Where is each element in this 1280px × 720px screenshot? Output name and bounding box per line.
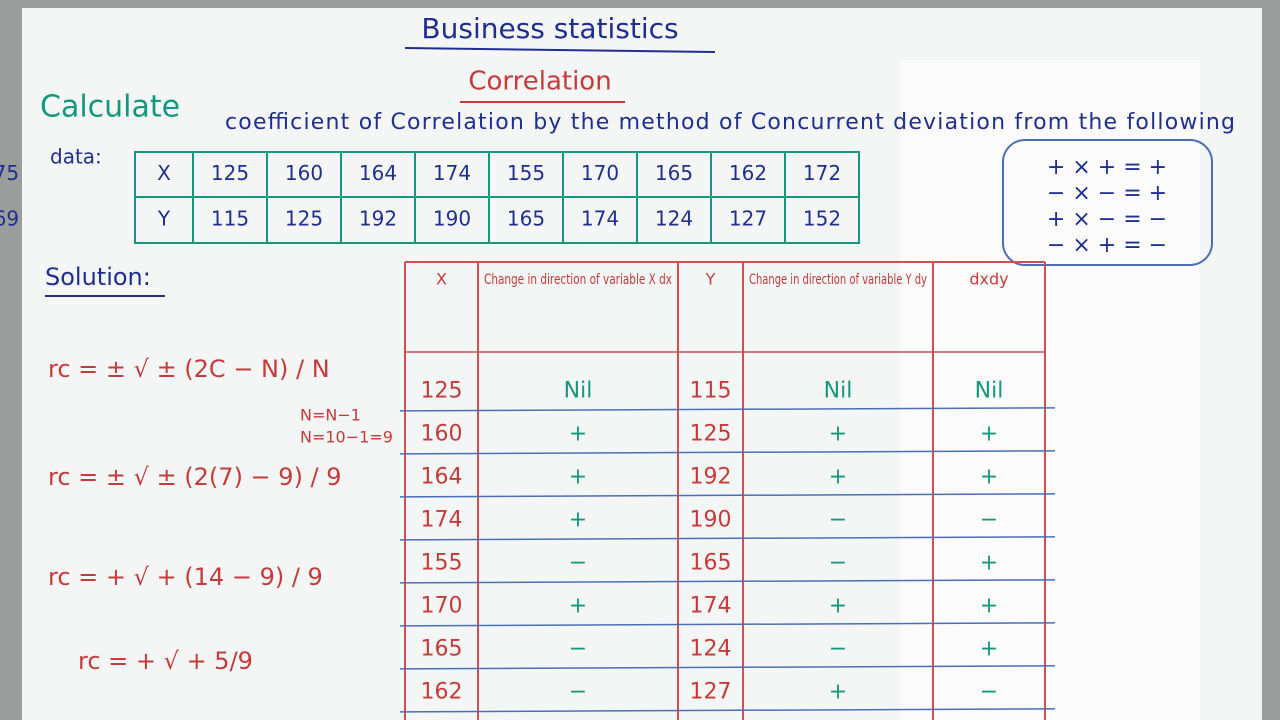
cell: +: [829, 422, 847, 447]
formula-step: rc = ± √ ± (2(7) − 9) / 9: [48, 463, 342, 491]
cell: +: [829, 594, 847, 619]
cell: 170: [581, 161, 619, 185]
cell: 169: [0, 207, 19, 231]
cell: 155: [421, 551, 463, 576]
cell: +: [980, 637, 998, 662]
row-line: [399, 407, 1056, 412]
sign-rule: − × + = −: [1047, 233, 1167, 258]
title: Business statistics: [421, 12, 678, 45]
cell: −: [980, 680, 998, 705]
row-line: [399, 622, 1056, 627]
cell: 124: [690, 637, 732, 662]
cell: 125: [421, 379, 463, 404]
subtitle: Correlation: [468, 67, 611, 97]
cell: 115: [211, 207, 249, 231]
column-header: X: [436, 270, 447, 289]
cell: −: [829, 637, 847, 662]
row-line: [399, 708, 1056, 713]
cell: 190: [433, 207, 471, 231]
cell: 172: [803, 161, 841, 185]
formula-step: rc = + √ + (14 − 9) / 9: [48, 563, 323, 591]
cell: +: [569, 465, 587, 490]
glare: [900, 60, 1200, 720]
cell: 115: [690, 379, 732, 404]
cell: −: [569, 551, 587, 576]
cell: 165: [507, 207, 545, 231]
sign-rule: + × − = −: [1047, 207, 1167, 232]
formula-step: rc = ± √ ± (2C − N) / N: [48, 355, 330, 383]
cell: +: [829, 680, 847, 705]
note: N=10−1=9: [300, 428, 393, 447]
column-header: Change in direction of variable X dx: [484, 272, 672, 288]
sign-rule: + × + = +: [1047, 155, 1167, 180]
cell: 125: [211, 161, 249, 185]
note: N=N−1: [300, 406, 361, 425]
cell: 125: [285, 207, 323, 231]
cell: 170: [421, 594, 463, 619]
cell: 160: [285, 161, 323, 185]
cell: Y: [157, 207, 171, 231]
cell: +: [829, 465, 847, 490]
column-header: dxdy: [969, 270, 1008, 289]
cell: Nil: [824, 379, 853, 404]
cell: 124: [655, 207, 693, 231]
cell: −: [829, 508, 847, 533]
column-header: Y: [705, 270, 716, 289]
cell: 174: [421, 508, 463, 533]
cell: 174: [690, 594, 732, 619]
cell: X: [157, 161, 171, 185]
cell: −: [569, 637, 587, 662]
cell: 174: [581, 207, 619, 231]
cell: 165: [690, 551, 732, 576]
cell: +: [980, 551, 998, 576]
cell: 165: [421, 637, 463, 662]
column-header: Change in direction of variable Y dy: [749, 272, 927, 288]
cell: +: [980, 465, 998, 490]
cell: Nil: [564, 379, 593, 404]
cell: −: [829, 551, 847, 576]
question-lead: Calculate: [40, 90, 180, 125]
formula-step: rc = + √ + 5/9: [78, 647, 253, 675]
cell: −: [569, 680, 587, 705]
cell: 165: [655, 161, 693, 185]
cell: 125: [690, 422, 732, 447]
row-line: [399, 450, 1056, 455]
content: X 125 160 164 174 155 170 165 162 172 175 Y 115 125 19…: [0, 151, 1167, 720]
row-line: [399, 536, 1056, 541]
sign-rules-box: [1002, 139, 1213, 266]
cell: 155: [507, 161, 545, 185]
cell: +: [569, 422, 587, 447]
cell: +: [980, 594, 998, 619]
cell: 164: [421, 465, 463, 490]
cell: 174: [433, 161, 471, 185]
row-line: [399, 579, 1056, 584]
cell: 162: [729, 161, 767, 185]
question-text: coefficient of Correlation by the method…: [225, 110, 1235, 135]
cell: −: [980, 508, 998, 533]
cell: 164: [359, 161, 397, 185]
cell: 152: [803, 207, 841, 231]
cell: Nil: [975, 379, 1004, 404]
cell: +: [569, 594, 587, 619]
row-line: [399, 665, 1056, 670]
cell: +: [980, 422, 998, 447]
data-label: data:: [50, 145, 102, 169]
cell: 127: [729, 207, 767, 231]
cell: 162: [421, 680, 463, 705]
cell: 127: [690, 680, 732, 705]
cell: 175: [0, 161, 19, 185]
solution-label: Solution:: [45, 263, 151, 291]
cell: 160: [421, 422, 463, 447]
underline: [404, 47, 716, 53]
row-line: [399, 493, 1056, 498]
sign-rule: − × − = +: [1047, 181, 1167, 206]
cell: 192: [359, 207, 397, 231]
cell: +: [569, 508, 587, 533]
cell: 192: [690, 465, 732, 490]
cell: 190: [690, 508, 732, 533]
